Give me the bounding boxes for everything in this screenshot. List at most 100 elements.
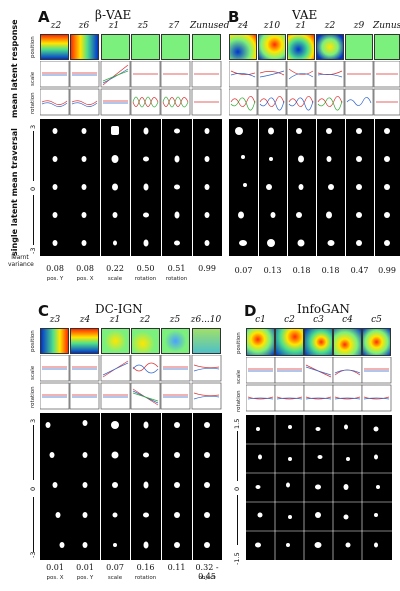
latent-label: c5 xyxy=(371,315,382,325)
latent-label: Zunused xyxy=(190,21,230,31)
variance-value: 0.08 xyxy=(76,264,94,273)
panel-d-response-plots xyxy=(246,357,392,412)
panel-c-title: DC-IGN xyxy=(95,302,143,316)
panel-d-letter: D xyxy=(244,302,257,320)
panel-b-title: VAE xyxy=(292,8,318,22)
factor-label: scale xyxy=(107,276,123,282)
tick-label: 0 xyxy=(29,186,37,191)
heatmap xyxy=(40,34,69,60)
latent-label: z4 xyxy=(79,315,91,325)
tick-label: 3 xyxy=(29,418,37,423)
panel-c-variances: 0.01 0.01 0.07 0.16 0.11 0.32 - 0.45 pos… xyxy=(40,563,222,587)
tick-axis xyxy=(33,195,34,245)
panel-b-variances: 0.07 0.13 0.18 0.18 0.47 0.99 xyxy=(229,266,400,278)
panel-a-title: β-VAE xyxy=(95,8,132,22)
side-label-mean-latent-response: mean latent response xyxy=(10,19,19,118)
variance-value: 0.99 xyxy=(378,266,396,275)
variance-value: 0.99 xyxy=(198,264,216,273)
latent-label: z6...10 xyxy=(190,315,222,325)
tick-label: 0 xyxy=(233,486,241,491)
heatmap xyxy=(362,328,391,356)
heatmap xyxy=(275,328,304,356)
traversal-column xyxy=(258,119,287,256)
factor-label: pos. X xyxy=(46,575,64,581)
latent-label: z10 xyxy=(263,21,281,31)
heatmap xyxy=(229,34,257,60)
variance-value: 0.50 xyxy=(136,264,155,273)
panel-b-letter: B xyxy=(228,8,240,26)
heatmap xyxy=(192,328,221,354)
panel-d-latent-labels: c1 c2 c3 c4 c5 xyxy=(246,315,394,329)
heatmap xyxy=(316,34,344,60)
heatmap xyxy=(246,328,275,356)
tick-label: 3 xyxy=(29,124,37,129)
row-label-rotation: rotation xyxy=(236,390,242,412)
factor-label: rotation xyxy=(134,276,157,282)
latent-label: z4 xyxy=(237,21,249,31)
factor-label: rotation xyxy=(165,276,188,282)
latent-label: z1 xyxy=(108,21,120,31)
latent-label: z3 xyxy=(49,315,61,325)
row-label-position: position xyxy=(30,36,36,58)
side-label-learnt-variance: learnt variance xyxy=(8,254,34,268)
tick-label: -1.5 xyxy=(233,552,241,565)
variance-value: 0.01 xyxy=(76,563,94,572)
latent-label: c4 xyxy=(342,315,353,325)
variance-value: 0.22 xyxy=(106,264,124,273)
variance-value: 0.32 - 0.45 xyxy=(195,563,219,581)
factor-label: object xyxy=(198,575,216,581)
traversal-column xyxy=(40,413,100,560)
panel-b-traversal xyxy=(229,119,400,256)
heatmap xyxy=(40,328,69,354)
traversal-column xyxy=(40,119,100,256)
panel-a-response-plots xyxy=(40,61,222,116)
heatmap xyxy=(131,328,160,354)
latent-label: c2 xyxy=(284,315,295,325)
latent-label: z6 xyxy=(78,21,90,31)
variance-value: 0.11 xyxy=(167,563,186,572)
tick-axis xyxy=(33,425,34,480)
panel-d-title: InfoGAN xyxy=(297,302,350,316)
heatmap xyxy=(131,34,160,60)
row-label-position: position xyxy=(30,330,36,352)
heatmap xyxy=(161,34,190,60)
panel-c-latent-labels: z3 z4 z1 z2 z5 z6...10 xyxy=(40,315,222,329)
heatmap xyxy=(70,328,99,354)
variance-value: 0.51 xyxy=(167,264,186,273)
latent-label: z9 xyxy=(353,21,365,31)
tick-axis xyxy=(33,131,34,181)
row-label-position: position xyxy=(236,332,242,354)
factor-label: scale xyxy=(107,575,123,581)
variance-value: 0.13 xyxy=(263,266,282,275)
panel-a-ticks: 3 0 -3 xyxy=(29,119,39,256)
latent-label: c1 xyxy=(255,315,266,325)
factor-label: pos. Y xyxy=(76,575,94,581)
traversal-sprites xyxy=(235,127,390,247)
heatmap xyxy=(345,34,373,60)
heatmap xyxy=(192,34,221,60)
tick-axis xyxy=(237,495,238,545)
heatmap xyxy=(161,328,190,354)
traversal-column xyxy=(229,119,258,256)
variance-value: 0.47 xyxy=(350,266,369,275)
row-label-rotation: rotation xyxy=(30,92,36,114)
side-label-single-latent-traversal: single latent mean traversal xyxy=(10,128,19,256)
tick-label: 1.5 xyxy=(233,418,241,429)
heatmap xyxy=(304,328,333,356)
panel-b-latent-labels: z4 z10 z1 z2 z9 Zunused xyxy=(229,21,400,35)
variance-value: 0.08 xyxy=(46,264,64,273)
traversal-sprites xyxy=(52,126,210,247)
traversal-grid xyxy=(246,415,392,560)
panel-a-variances: 0.08 0.08 0.22 0.50 0.51 0.99 pos. Y pos… xyxy=(40,264,222,288)
heatmap xyxy=(374,34,400,60)
latent-label: z5 xyxy=(169,315,181,325)
factor-label: pos. X xyxy=(76,276,94,282)
tick-label: 0 xyxy=(29,486,37,491)
latent-label: c3 xyxy=(313,315,324,325)
variance-value: 0.07 xyxy=(234,266,253,275)
panel-c-ticks: 3 0 -3 xyxy=(29,413,39,560)
latent-label: z7 xyxy=(168,21,180,31)
variance-value: 0.18 xyxy=(292,266,311,275)
latent-label: z5 xyxy=(137,21,149,31)
panel-a-traversal xyxy=(40,119,222,256)
